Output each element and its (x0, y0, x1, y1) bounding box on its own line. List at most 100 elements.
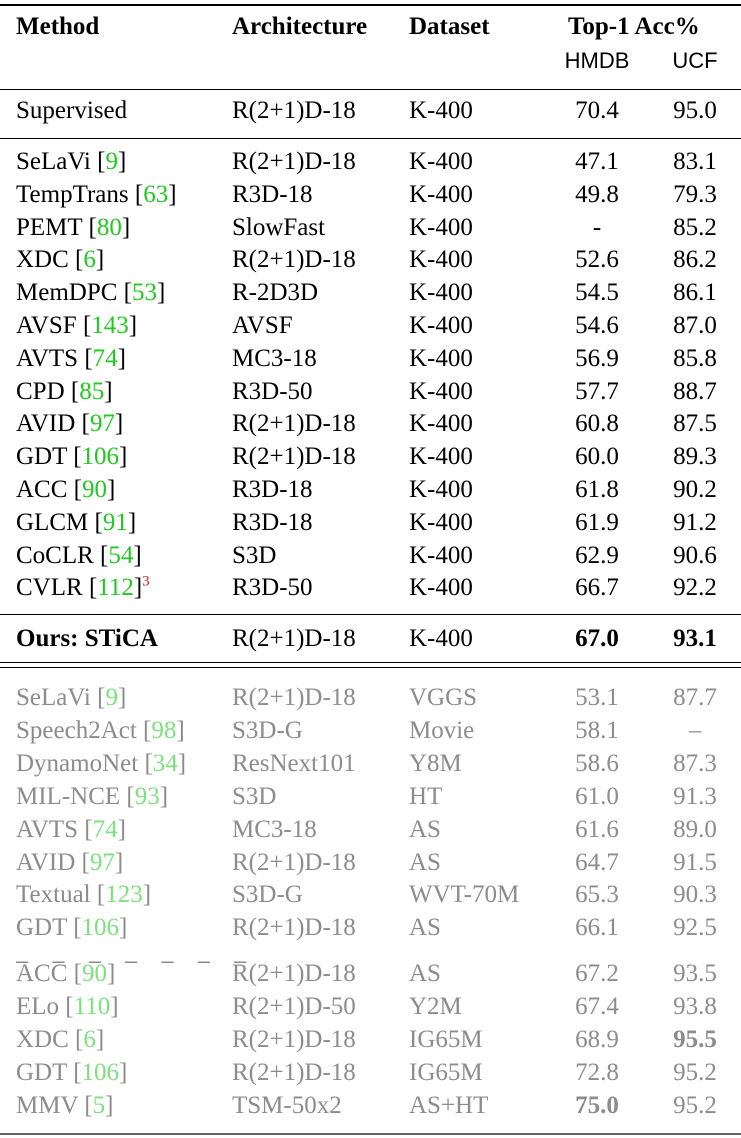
citation-link[interactable]: 112 (97, 574, 134, 602)
hmdb-cell: 75.0 (575, 1091, 619, 1119)
citation-link[interactable]: 110 (73, 993, 111, 1021)
method-cell: DynamoNet [34] (16, 749, 187, 777)
citation-link[interactable]: 74 (92, 344, 118, 372)
method-name: PEMT (16, 213, 83, 241)
hmdb-cell: 60.0 (575, 443, 619, 471)
method-cell: PEMT [80] (16, 213, 131, 241)
hmdb-cell: 61.9 (575, 508, 619, 536)
method-name: AVSF (16, 312, 77, 339)
citation-link[interactable]: 74 (92, 815, 118, 843)
header-method: Method (16, 13, 100, 40)
dataset-cell: AS (409, 914, 441, 942)
arch-cell: R3D-18 (232, 476, 313, 503)
citation-link[interactable]: 91 (102, 508, 128, 536)
citation-link[interactable]: 80 (96, 213, 122, 241)
ucf-cell: 86.2 (673, 246, 717, 274)
arch-cell: R(2+1)D-18 (232, 443, 356, 471)
citation-link[interactable]: 97 (89, 848, 115, 876)
citation-link[interactable]: 9 (105, 684, 118, 711)
ucf-cell: 92.2 (673, 574, 717, 602)
dataset-cell: HT (409, 782, 443, 810)
dataset-cell: K-400 (409, 279, 473, 307)
method-name: MemDPC (16, 279, 118, 307)
method-cell: GDT [106] (16, 914, 128, 942)
method-cell: AVTS [74] (16, 815, 126, 843)
method-cell: Textual [123] (16, 881, 152, 909)
method-name: GLCM (16, 508, 89, 536)
supervised-ucf: 95.0 (673, 97, 717, 124)
dataset-cell: WVT-70M (409, 881, 520, 909)
citation-link[interactable]: 34 (152, 749, 178, 777)
method-name: AVID (16, 410, 76, 438)
ucf-cell: 89.0 (673, 815, 717, 843)
arch-cell: R(2+1)D-18 (232, 246, 356, 274)
hmdb-cell: 66.7 (575, 574, 619, 602)
hmdb-cell: 61.6 (575, 815, 619, 843)
arch-cell: R(2+1)D-18 (232, 1058, 356, 1086)
method-cell: GDT [106] (16, 1058, 128, 1086)
ucf-cell: 79.3 (673, 180, 717, 208)
header-rule (0, 89, 741, 90)
method-cell: ACC [90] (16, 476, 116, 503)
citation-link[interactable]: 90 (81, 960, 107, 988)
method-cell: TempTrans [63] (16, 180, 177, 208)
hmdb-cell: 54.5 (575, 279, 619, 307)
method-name: CVLR (16, 574, 83, 602)
citation-link[interactable]: 63 (143, 180, 169, 208)
citation-link[interactable]: 9 (105, 148, 118, 175)
ucf-cell: 87.5 (673, 410, 717, 438)
header-architecture: Architecture (232, 13, 368, 40)
hmdb-cell: 60.8 (575, 410, 619, 438)
ours-top-rule (0, 614, 741, 615)
citation-link[interactable]: 6 (83, 1026, 96, 1053)
ucf-cell: 92.5 (673, 914, 717, 942)
supervised-arch: R(2+1)D-18 (232, 97, 356, 124)
dataset-cell: VGGS (409, 684, 478, 711)
citation-link[interactable]: 5 (92, 1091, 106, 1119)
citation-link[interactable]: 106 (81, 914, 120, 942)
hmdb-cell: - (592, 213, 602, 241)
citation-link[interactable]: 106 (81, 1058, 120, 1086)
citation-link[interactable]: 93 (134, 782, 160, 810)
ucf-cell: 87.3 (673, 749, 717, 777)
method-name: MMV (16, 1091, 79, 1119)
method-name: MIL-NCE (16, 782, 121, 810)
ucf-cell: 93.5 (673, 960, 717, 988)
ours-method: Ours: STiCA (16, 625, 158, 652)
supervised-rule (0, 138, 741, 139)
dataset-cell: K-400 (409, 574, 473, 602)
citation-link[interactable]: 85 (79, 377, 105, 405)
ours-dataset: K-400 (409, 625, 473, 652)
footnote-marker[interactable]: 3 (142, 574, 150, 591)
citation-link[interactable]: 97 (89, 410, 115, 438)
dataset-cell: K-400 (409, 541, 473, 569)
arch-cell: R(2+1)D-18 (232, 848, 356, 876)
citation-link[interactable]: 98 (151, 716, 177, 744)
method-cell: ACC [90] (16, 960, 116, 988)
method-cell: ELo [110] (16, 993, 119, 1021)
arch-cell: SlowFast (232, 213, 326, 241)
ucf-cell: 91.3 (673, 782, 717, 810)
hmdb-cell: 57.7 (575, 377, 619, 405)
citation-link[interactable]: 143 (91, 312, 129, 339)
hmdb-cell: 61.8 (575, 476, 619, 503)
ucf-cell: 87.7 (673, 684, 717, 711)
supervised-hmdb: 70.4 (575, 97, 619, 124)
method-cell: MemDPC [53] (16, 279, 166, 307)
arch-cell: R(2+1)D-18 (232, 914, 356, 942)
method-name: GDT (16, 914, 67, 942)
citation-link[interactable]: 53 (131, 279, 157, 307)
method-cell: SeLaVi [9] (16, 148, 127, 175)
citation-link[interactable]: 6 (83, 246, 96, 274)
arch-cell: R3D-18 (232, 508, 313, 536)
dataset-cell: IG65M (409, 1026, 483, 1053)
method-name: Speech2Act (16, 716, 137, 744)
citation-link[interactable]: 123 (105, 881, 143, 909)
citation-link[interactable]: 106 (81, 443, 120, 471)
method-name: TempTrans (16, 180, 129, 208)
arch-cell: R3D-50 (232, 574, 313, 602)
arch-cell: R(2+1)D-18 (232, 960, 356, 988)
ucf-cell: 83.1 (673, 148, 717, 175)
citation-link[interactable]: 54 (108, 541, 134, 569)
citation-link[interactable]: 90 (81, 476, 107, 503)
